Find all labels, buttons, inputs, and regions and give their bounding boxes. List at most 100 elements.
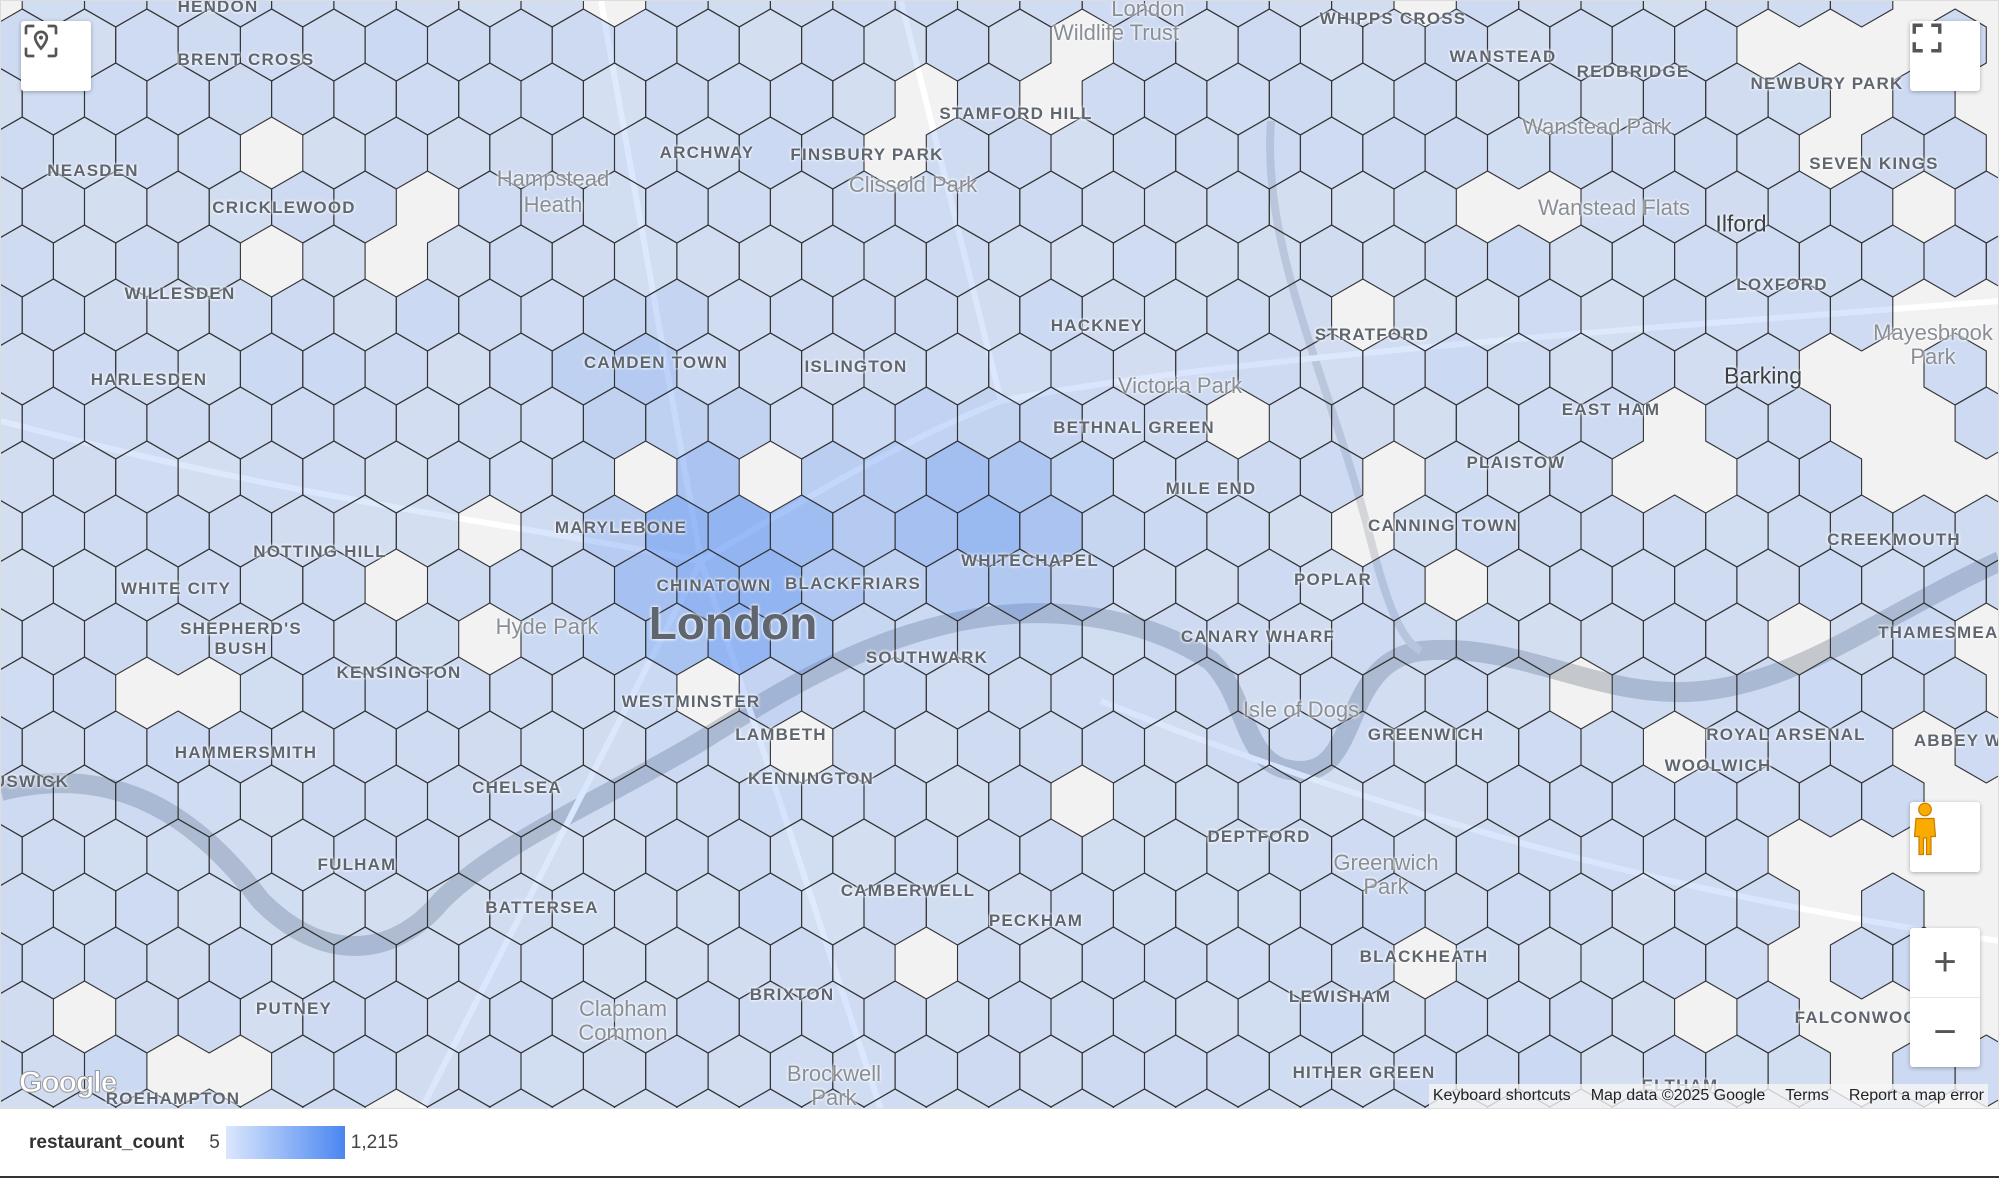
place-label: USWICK (0, 772, 70, 791)
place-label: NOTTING HILL (253, 542, 387, 561)
hexbin-cell[interactable] (1861, 764, 1925, 838)
place-label: ROYAL ARSENAL (1706, 725, 1866, 744)
place-label: HARLESDEN (90, 370, 208, 389)
place-label: ISLINGTON (804, 357, 908, 376)
major-roads (1, 1, 1998, 1108)
place-label: CAMDEN TOWN (583, 353, 729, 372)
river-lea (1266, 120, 1424, 655)
place-label: NEASDEN (47, 161, 139, 180)
place-label: BATTERSEA (485, 898, 599, 917)
place-label: ABBEY W (1913, 731, 1999, 750)
place-label: PUTNEY (255, 999, 333, 1018)
place-label: CHINATOWN (656, 576, 772, 595)
street-view-pegman-icon (1913, 802, 1937, 856)
place-label: Hampstead (496, 166, 610, 191)
place-label: FULHAM (317, 855, 397, 874)
keyboard-shortcuts-link[interactable]: Keyboard shortcuts (1432, 1087, 1571, 1104)
place-label: ARCHWAY (659, 143, 755, 162)
hexbin-cell[interactable] (1829, 1, 1894, 28)
zoom-control: + − (1910, 928, 1980, 1067)
place-label: SHEPHERD'S (180, 619, 302, 638)
hexbin-cell[interactable] (302, 1088, 366, 1109)
place-label: Park (811, 1085, 857, 1109)
place-label: Clissold Park (848, 172, 978, 197)
place-label: GREENWICH (1367, 725, 1485, 744)
place-label: STAMFORD HILL (939, 104, 1093, 123)
place-label: CHELSEA (472, 778, 562, 797)
place-label: WHITECHAPEL (961, 551, 1099, 570)
place-label: THAMESMEAD (1878, 623, 1999, 642)
zoom-out-button[interactable]: − (1933, 1010, 1957, 1054)
street-view-button[interactable] (1910, 802, 1980, 872)
place-label: WOOLWICH (1664, 756, 1772, 775)
place-label: ROEHAMPTON (105, 1089, 241, 1108)
place-label: FINSBURY PARK (790, 145, 944, 164)
fullscreen-button[interactable] (1910, 21, 1980, 91)
place-label: Mayesbrook (1873, 320, 1993, 345)
place-label: Victoria Park (1117, 373, 1243, 398)
place-label: WILLESDEN (124, 284, 236, 303)
legend-max: 1,215 (350, 1131, 399, 1153)
place-label: POPLAR (1293, 570, 1373, 589)
place-label: Clapham (578, 996, 668, 1021)
report-map-error-link[interactable]: Report a map error (1848, 1087, 1984, 1104)
place-label: PLAISTOW (1466, 453, 1566, 472)
place-label: MARYLEBONE (554, 518, 688, 537)
place-label: HENDON (177, 0, 259, 16)
place-label: BUSH (214, 639, 268, 658)
place-label: Isle of Dogs (1242, 697, 1360, 722)
hexbin-cell[interactable] (1954, 386, 1999, 460)
place-label: WHITE CITY (120, 579, 232, 598)
place-label: KENSINGTON (336, 663, 462, 682)
place-label: NEWBURY PARK (1750, 74, 1904, 93)
place-label: Brockwell (786, 1061, 882, 1086)
place-label: CRICKLEWOOD (212, 198, 356, 217)
place-label: LOXFORD (1736, 275, 1828, 294)
place-label: BLACKFRIARS (785, 574, 921, 593)
place-label: Park (1910, 344, 1956, 369)
place-label: HACKNEY (1050, 316, 1144, 335)
legend-gradient-bar (225, 1126, 345, 1159)
place-label: London (648, 597, 818, 649)
map-canvas[interactable]: HENDON BRENT CROSS NEASDEN CRICKLEWOOD WILLE… (0, 0, 1999, 1109)
legend-title: restaurant_count (29, 1131, 185, 1153)
place-label: BRIXTON (749, 985, 835, 1004)
place-label: EAST HAM (1561, 400, 1661, 419)
place-label: BETHNAL GREEN (1053, 418, 1215, 437)
place-label: WESTMINSTER (621, 692, 761, 711)
place-label: REDBRIDGE (1576, 62, 1690, 81)
zoom-in-button[interactable]: + (1910, 928, 1980, 998)
river-thames (1, 551, 1998, 956)
place-label: HAMMERSMITH (174, 743, 318, 762)
place-label: WHIPPS CROSS (1319, 9, 1467, 28)
my-location-icon (24, 24, 58, 58)
place-label: BLACKHEATH (1359, 947, 1489, 966)
hexbin-cell[interactable] (1767, 1, 1831, 28)
place-label: Common (578, 1020, 668, 1045)
place-label: LEWISHAM (1288, 987, 1392, 1006)
place-label: HITHER GREEN (1292, 1063, 1436, 1082)
hexbin-cell[interactable] (1829, 278, 1894, 352)
my-location-button[interactable] (21, 21, 91, 91)
hexbin-cell[interactable] (1954, 710, 1999, 784)
place-label: Ilford (1715, 210, 1767, 237)
place-label: London (1111, 0, 1185, 21)
google-logo[interactable]: Google (18, 1066, 117, 1100)
place-label: STRATFORD (1314, 325, 1430, 344)
place-label: Heath (523, 192, 583, 217)
hexbin-cell[interactable] (1985, 549, 1999, 621)
place-label: KENNINGTON (748, 769, 874, 788)
place-label: SOUTHWARK (865, 648, 989, 667)
place-label: Park (1363, 874, 1409, 899)
place-label: CANARY WHARF (1180, 627, 1336, 646)
place-label: CANNING TOWN (1367, 516, 1519, 535)
place-label: PECKHAM (988, 911, 1084, 930)
place-label: CREEKMOUTH (1827, 530, 1961, 549)
place-label: SEVEN KINGS (1809, 154, 1939, 173)
hexbin-cell[interactable] (1985, 225, 1999, 297)
place-label: CAMBERWELL (840, 881, 976, 900)
fullscreen-icon (1912, 23, 1942, 53)
basemap (1, 1, 1998, 1108)
place-label: Greenwich (1333, 850, 1439, 875)
terms-link[interactable]: Terms (1785, 1087, 1829, 1104)
